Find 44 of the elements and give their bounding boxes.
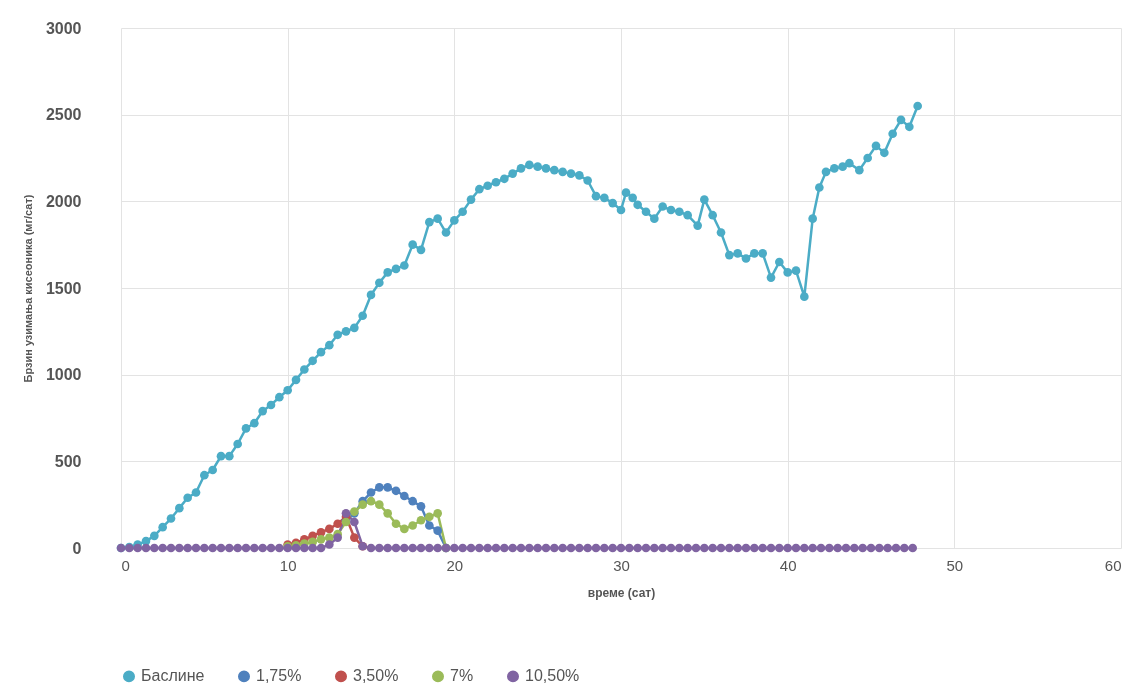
point <box>383 483 392 492</box>
point <box>350 533 359 542</box>
y-tick-label: 2500 <box>45 106 82 124</box>
point <box>358 500 367 509</box>
legend-label: Баслине <box>141 667 205 685</box>
y-tick-label: 2000 <box>45 192 82 210</box>
point <box>383 509 392 518</box>
x-tick-label: 60 <box>1104 556 1122 574</box>
x-axis-title: време (сат) <box>587 585 656 600</box>
point <box>375 483 384 492</box>
point <box>433 509 442 518</box>
legend-label: 7% <box>450 667 474 685</box>
x-tick-label: 0 <box>121 556 130 574</box>
y-tick-label: 1500 <box>45 279 82 297</box>
x-tick-label: 40 <box>779 556 797 574</box>
point <box>408 521 417 530</box>
point <box>400 524 409 534</box>
legend-label: 10,50% <box>525 667 580 685</box>
y-axis-title: Брзин узимања кисеоника (мг/сат) <box>21 194 34 383</box>
x-tick-label: 30 <box>613 556 630 574</box>
y-tick-label: 3000 <box>45 19 82 37</box>
x-tick-label: 10 <box>279 556 297 574</box>
legend-label: 3,50% <box>353 667 399 685</box>
legend-label: 1,75% <box>256 667 302 685</box>
point <box>408 496 417 506</box>
point <box>400 491 409 501</box>
y-tick-label: 0 <box>72 539 82 557</box>
point <box>391 519 401 529</box>
point <box>425 512 434 522</box>
point <box>325 524 334 534</box>
point <box>333 519 342 529</box>
point <box>416 502 426 511</box>
point <box>391 486 401 496</box>
point <box>366 496 376 506</box>
x-tick-label: 20 <box>446 556 464 574</box>
y-tick-label: 1000 <box>45 366 82 384</box>
x-tick-label: 50 <box>946 556 964 574</box>
point <box>416 515 426 525</box>
point <box>366 488 376 497</box>
point <box>316 535 326 544</box>
y-tick-label: 500 <box>54 452 82 470</box>
point <box>425 521 434 530</box>
point <box>433 526 442 535</box>
point <box>375 500 384 509</box>
